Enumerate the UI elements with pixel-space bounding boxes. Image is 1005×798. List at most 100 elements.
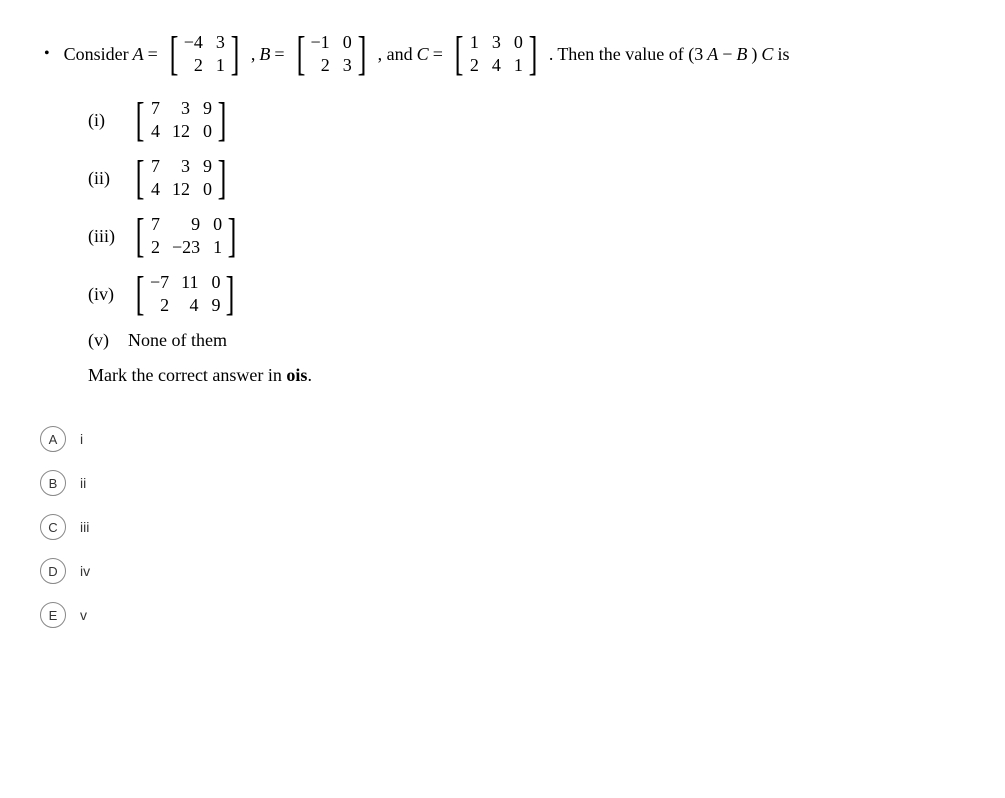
matrix-cell: 11 (181, 272, 198, 293)
matrix-cell: 0 (513, 32, 523, 53)
answer-choice[interactable]: Div (40, 558, 981, 584)
answer-letter-circle[interactable]: A (40, 426, 66, 452)
option-matrix-body: 739 4 12 0 (148, 156, 214, 200)
bracket-right: ] (218, 156, 227, 199)
matrix-cell: 2 (150, 237, 160, 258)
bracket-right: ] (226, 272, 235, 315)
bracket-left: [ (454, 32, 463, 75)
instruction-post: . (307, 365, 312, 385)
matrix-cell: 1 (469, 32, 479, 53)
matrix-A-body: −4321 (182, 32, 227, 76)
answer-letter-circle[interactable]: B (40, 470, 66, 496)
bracket-left: [ (136, 272, 145, 315)
bracket-right: ] (228, 214, 237, 257)
bracket-left: [ (136, 214, 145, 257)
matrix-A: [ −4321 ] (166, 32, 243, 76)
matrix-cell: 2 (184, 55, 203, 76)
matrix-cell: 7 (150, 98, 160, 119)
answer-letter-circle[interactable]: E (40, 602, 66, 628)
matrix-cell: 3 (215, 32, 225, 53)
tail3: ) (751, 44, 757, 65)
option-row: (v) None of them (88, 330, 981, 351)
var-C: C (417, 44, 429, 65)
option-text: None of them (128, 330, 227, 351)
var-B: B (259, 44, 270, 65)
bracket-left: [ (136, 156, 145, 199)
matrix-cell: 4 (491, 55, 501, 76)
matrix-cell: 0 (210, 272, 220, 293)
answer-choice[interactable]: Ciii (40, 514, 981, 540)
bracket-left: [ (136, 98, 145, 141)
bracket-right: ] (231, 32, 240, 75)
matrix-cell: 0 (212, 214, 222, 235)
var-A: A (133, 44, 144, 65)
bracket-left: [ (296, 32, 305, 75)
answer-text: i (80, 431, 83, 447)
answer-choice[interactable]: Ai (40, 426, 981, 452)
matrix-C: [ 130 241 ] (451, 32, 541, 76)
matrix-cell: 0 (202, 121, 212, 142)
option-matrix: [7394120] (132, 98, 230, 142)
bracket-left: [ (169, 32, 178, 75)
tail1: Then the value of (3 (557, 44, 703, 65)
matrix-cell: 9 (210, 295, 220, 316)
bracket-right: ] (357, 32, 366, 75)
matrix-cell: 3 (342, 55, 352, 76)
bracket-right: ] (218, 98, 227, 141)
matrix-cell: 7 (150, 156, 160, 177)
matrix-cell: 12 (172, 121, 190, 142)
option-matrix-body: 7394120 (148, 98, 214, 142)
answer-text: ii (80, 475, 86, 491)
option-matrix: [−7110249] (132, 272, 238, 316)
answer-choice[interactable]: Ev (40, 602, 981, 628)
answers-block: AiBiiCiiiDivEv (40, 426, 981, 628)
matrix-cell: −1 (311, 32, 330, 53)
bracket-right: ] (528, 32, 537, 75)
option-label: (v) (88, 330, 122, 351)
matrix-cell: 12 (172, 179, 190, 200)
option-label: (ii) (88, 168, 122, 189)
answer-text: v (80, 607, 87, 623)
answer-text: iv (80, 563, 90, 579)
matrix-cell: 9 (202, 156, 212, 177)
var-C2: C (761, 44, 773, 65)
option-matrix-body: −7110249 (148, 272, 223, 316)
var-B2: B (736, 44, 747, 65)
matrix-cell: 3 (172, 156, 190, 177)
instruction-pre: Mark the correct answer in (88, 365, 286, 385)
matrix-cell: −23 (172, 237, 200, 258)
and-text: , and (378, 44, 413, 65)
matrix-cell: 4 (150, 179, 160, 200)
matrix-cell: 7 (150, 214, 160, 235)
matrix-cell: 1 (513, 55, 523, 76)
question-statement: • Consider A = [ −4321 ] , B = [ −1023 ]… (24, 32, 981, 76)
matrix-B-body: −1023 (309, 32, 354, 76)
option-row: (iii)[7902−231] (88, 214, 981, 258)
option-label: (i) (88, 110, 122, 131)
tail2: − (722, 44, 732, 65)
option-label: (iv) (88, 284, 122, 305)
matrix-cell: 3 (491, 32, 501, 53)
lead-text: Consider (64, 44, 129, 65)
matrix-B: [ −1023 ] (293, 32, 370, 76)
option-label: (iii) (88, 226, 122, 247)
option-matrix-body: 7902−231 (148, 214, 224, 258)
matrix-C-body: 130 241 (467, 32, 525, 76)
option-row: (ii) [739 4 12 0] (88, 156, 981, 200)
answer-letter-circle[interactable]: C (40, 514, 66, 540)
option-matrix: [739 4 12 0] (132, 156, 230, 200)
matrix-cell: 0 (202, 179, 212, 200)
answer-choice[interactable]: Bii (40, 470, 981, 496)
matrix-cell: −7 (150, 272, 169, 293)
period: . (549, 44, 554, 65)
eq3: = (433, 44, 443, 65)
bullet: • (44, 45, 50, 63)
instruction-bold: ois (286, 365, 307, 385)
eq1: = (148, 44, 158, 65)
comma1: , (251, 44, 256, 65)
matrix-cell: 2 (469, 55, 479, 76)
option-row: (iv)[−7110249] (88, 272, 981, 316)
matrix-cell: 4 (150, 121, 160, 142)
answer-letter-circle[interactable]: D (40, 558, 66, 584)
instruction: Mark the correct answer in ois. (88, 365, 981, 386)
